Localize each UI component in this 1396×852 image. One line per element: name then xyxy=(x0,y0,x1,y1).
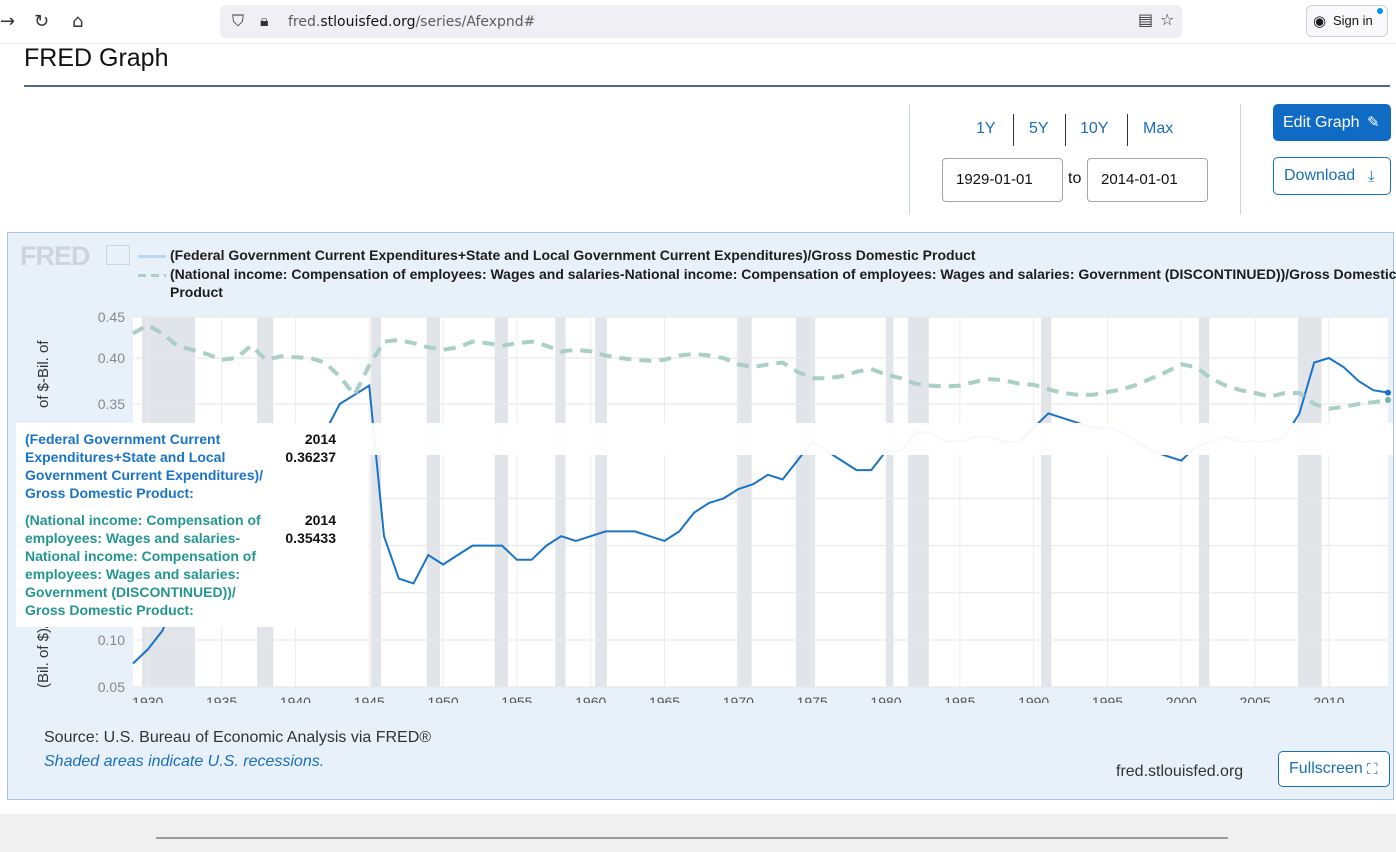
series2-line xyxy=(132,322,1389,411)
recession-band xyxy=(1041,317,1052,687)
to-label: to xyxy=(1068,170,1082,187)
tooltip-series1-value: 0.36237 xyxy=(285,449,336,465)
shield-icon[interactable]: ⛉ xyxy=(232,11,245,30)
fullscreen-button[interactable]: Fullscreen ⛶ xyxy=(1278,751,1390,787)
legend-swatch-series1 xyxy=(138,255,166,258)
hover-marker xyxy=(1385,397,1391,404)
footer-divider xyxy=(156,837,1228,839)
recession-band xyxy=(1199,317,1210,687)
range-max-link[interactable]: Max xyxy=(1143,120,1174,137)
download-label: Download xyxy=(1284,167,1356,184)
recession-band xyxy=(886,317,894,687)
recession-band xyxy=(795,317,816,687)
fullscreen-label: Fullscreen xyxy=(1289,760,1363,777)
tooltip-series2-value: 0.35433 xyxy=(285,530,336,546)
range-1y-link[interactable]: 1Y xyxy=(976,120,996,137)
range-separator xyxy=(1127,114,1128,146)
data-tooltip: (Federal Government Current Expenditures… xyxy=(16,423,1393,627)
sign-in-button[interactable]: ◉ Sign in xyxy=(1306,5,1388,37)
x-tick-label: 1975 xyxy=(797,694,828,703)
sign-in-label: Sign in xyxy=(1333,13,1373,28)
legend-swatch-series2 xyxy=(138,274,166,277)
y-axis-label-top: of $-Bil. of xyxy=(35,340,52,408)
recession-band xyxy=(370,317,382,687)
source-note: Source: U.S. Bureau of Economic Analysis… xyxy=(44,729,432,746)
address-bar[interactable]: ⛉ 🔒︎ fred.stlouisfed.org/series/Afexpnd#… xyxy=(220,5,1182,38)
x-tick-label: 1960 xyxy=(575,694,606,703)
y-tick-label: 0.40 xyxy=(98,350,125,366)
x-tick-label: 1950 xyxy=(427,694,458,703)
tooltip-series2-label: (National income: Compensation of employ… xyxy=(25,512,261,618)
fullscreen-icon: ⛶ xyxy=(1367,760,1378,778)
x-tick-label: 2005 xyxy=(1240,694,1271,703)
recession-band xyxy=(494,317,509,687)
edit-graph-label: Edit Graph xyxy=(1283,114,1360,131)
title-divider xyxy=(24,85,1390,87)
range-separator xyxy=(1013,114,1014,146)
page-footer-strip xyxy=(0,814,1396,852)
chart-trend-icon xyxy=(106,245,130,265)
download-button[interactable]: Download ⤓ xyxy=(1273,157,1391,195)
recession-band xyxy=(595,317,607,687)
y-tick-label: 0.10 xyxy=(98,632,125,648)
controls-divider-right xyxy=(1240,104,1241,214)
legend-series2-cont[interactable]: Product xyxy=(170,284,223,300)
reader-icon[interactable]: ▤ xyxy=(1138,10,1154,29)
tooltip-series1-label: (Federal Government Current Expenditures… xyxy=(25,431,264,501)
page-title: FRED Graph xyxy=(24,44,169,72)
tooltip-box xyxy=(16,423,368,627)
account-icon: ◉ xyxy=(1313,12,1327,30)
recession-band xyxy=(426,317,441,687)
hover-marker xyxy=(1385,389,1391,396)
y-tick-label: 0.05 xyxy=(98,679,125,695)
recession-band xyxy=(908,317,929,687)
tooltip-series2-year: 2014 xyxy=(304,512,336,528)
x-tick-label: 2000 xyxy=(1166,694,1197,703)
forward-arrow-icon[interactable]: → xyxy=(0,11,16,32)
notification-dot xyxy=(1377,8,1383,14)
star-icon[interactable]: ☆ xyxy=(1160,10,1175,29)
recession-note: Shaded areas indicate U.S. recessions. xyxy=(44,753,325,770)
end-date-input[interactable]: 2014-01-01 xyxy=(1087,158,1208,202)
y-tick-label: 0.45 xyxy=(98,309,125,325)
download-icon: ⤓ xyxy=(1368,167,1375,185)
series1-line xyxy=(132,356,1389,665)
x-tick-label: 1955 xyxy=(501,694,532,703)
reload-icon[interactable]: ↻ xyxy=(34,11,50,32)
home-icon[interactable]: ⌂ xyxy=(72,11,84,32)
edit-graph-button[interactable]: Edit Graph ✎ xyxy=(1273,104,1391,141)
tooltip-series1-year: 2014 xyxy=(304,431,336,447)
x-tick-label: 1995 xyxy=(1092,694,1123,703)
fred-site-link[interactable]: fred.stlouisfed.org xyxy=(1116,763,1244,780)
controls-divider-left xyxy=(909,104,910,214)
x-tick-label: 1940 xyxy=(280,694,311,703)
x-tick-label: 2010 xyxy=(1313,694,1344,703)
recession-band xyxy=(736,317,752,687)
x-tick-label: 1985 xyxy=(944,694,975,703)
y-tick-label: 0.35 xyxy=(98,396,125,412)
x-tick-label: 1935 xyxy=(206,694,237,703)
lock-icon[interactable]: 🔒︎ xyxy=(260,11,269,30)
recession-band xyxy=(1297,317,1322,687)
range-5y-link[interactable]: 5Y xyxy=(1029,120,1049,137)
browser-toolbar: → ↻ ⌂ ⛉ 🔒︎ fred.stlouisfed.org/series/Af… xyxy=(0,0,1396,44)
x-tick-label: 1945 xyxy=(354,694,385,703)
legend-series1[interactable]: (Federal Government Current Expenditures… xyxy=(170,247,976,263)
x-tick-label: 1930 xyxy=(132,694,163,703)
range-10y-link[interactable]: 10Y xyxy=(1080,120,1109,137)
range-separator xyxy=(1065,114,1066,146)
x-tick-label: 1990 xyxy=(1018,694,1049,703)
recession-band xyxy=(555,317,566,687)
start-date-input[interactable]: 1929-01-01 xyxy=(942,158,1063,202)
x-tick-label: 1965 xyxy=(649,694,680,703)
legend-series2[interactable]: (National income: Compensation of employ… xyxy=(170,266,1396,282)
x-tick-label: 1980 xyxy=(870,694,901,703)
x-tick-label: 1970 xyxy=(723,694,754,703)
fred-logo: FRED xyxy=(20,241,90,271)
edit-icon: ✎ xyxy=(1367,113,1380,131)
url-text[interactable]: fred.stlouisfed.org/series/Afexpnd# xyxy=(288,14,536,30)
